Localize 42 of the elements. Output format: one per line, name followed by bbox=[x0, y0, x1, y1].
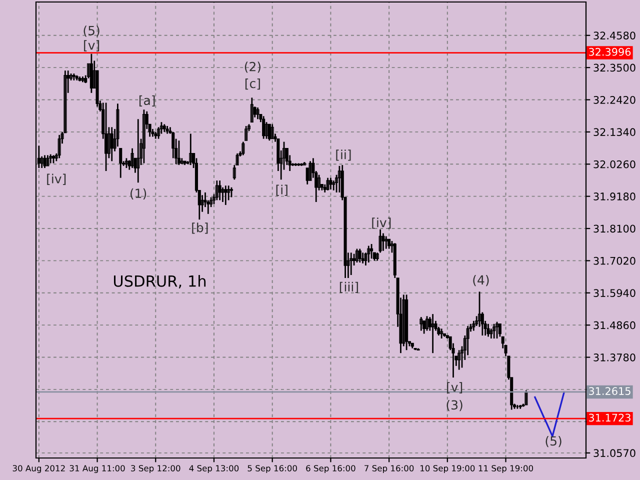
y-tick-label: 32.2420 bbox=[594, 96, 636, 104]
line-series bbox=[534, 391, 565, 438]
y-tick-label: 32.3500 bbox=[594, 64, 636, 72]
x-tick-label: 7 Sep 16:00 bbox=[364, 465, 414, 474]
x-tick-label: 10 Sep 19:00 bbox=[420, 465, 475, 474]
x-tick-label: 4 Sep 13:00 bbox=[189, 465, 239, 474]
x-tick-label: 5 Sep 16:00 bbox=[248, 465, 297, 474]
annotation: (2) bbox=[244, 62, 260, 73]
y-tick-label: 31.0570 bbox=[594, 449, 636, 458]
annotation: (5) bbox=[546, 436, 562, 448]
annotation: (4) bbox=[473, 275, 489, 286]
ref-line-label: 32.3996 bbox=[588, 48, 631, 56]
x-tick-label: 6 Sep 16:00 bbox=[306, 465, 356, 474]
y-tick-label: 31.5940 bbox=[594, 289, 636, 297]
y-tick-label: 31.7020 bbox=[594, 256, 636, 265]
x-tick-label: 31 Aug 11:00 bbox=[70, 465, 125, 474]
annotation: [ii] bbox=[336, 150, 351, 161]
y-tick-label: 31.9180 bbox=[594, 192, 636, 200]
annotation: [iii] bbox=[340, 282, 358, 294]
ref-line-label: 31.2615 bbox=[588, 387, 630, 396]
annotation: [i] bbox=[276, 184, 288, 196]
annotation: [a] bbox=[139, 95, 155, 107]
y-tick-label: 31.4860 bbox=[594, 321, 636, 330]
y-tick-label: 31.3780 bbox=[594, 353, 636, 362]
y-tick-label: 32.4580 bbox=[594, 32, 636, 40]
annotation: [v] bbox=[84, 40, 100, 52]
annotation: (1) bbox=[130, 188, 146, 200]
annotation: [b] bbox=[192, 222, 208, 234]
annotation: [v] bbox=[447, 382, 462, 394]
x-tick-label: 11 Sep 19:00 bbox=[478, 465, 534, 474]
annotation: [c] bbox=[245, 78, 260, 90]
x-tick-label: 30 Aug 2012 bbox=[12, 465, 65, 474]
y-tick-label: 32.1340 bbox=[594, 128, 636, 136]
y-tick-label: 32.0260 bbox=[594, 160, 636, 168]
annotation: USDRUR, 1h bbox=[114, 275, 206, 288]
ref-line-label: 31.1723 bbox=[588, 414, 630, 422]
annotation: (3) bbox=[446, 400, 462, 412]
x-tick-label: 3 Sep 12:00 bbox=[131, 465, 180, 474]
annotation: [iv] bbox=[47, 174, 66, 185]
annotation: (5) bbox=[84, 26, 100, 37]
y-tick-label: 31.8100 bbox=[594, 224, 636, 233]
annotation: [iv] bbox=[372, 218, 391, 229]
